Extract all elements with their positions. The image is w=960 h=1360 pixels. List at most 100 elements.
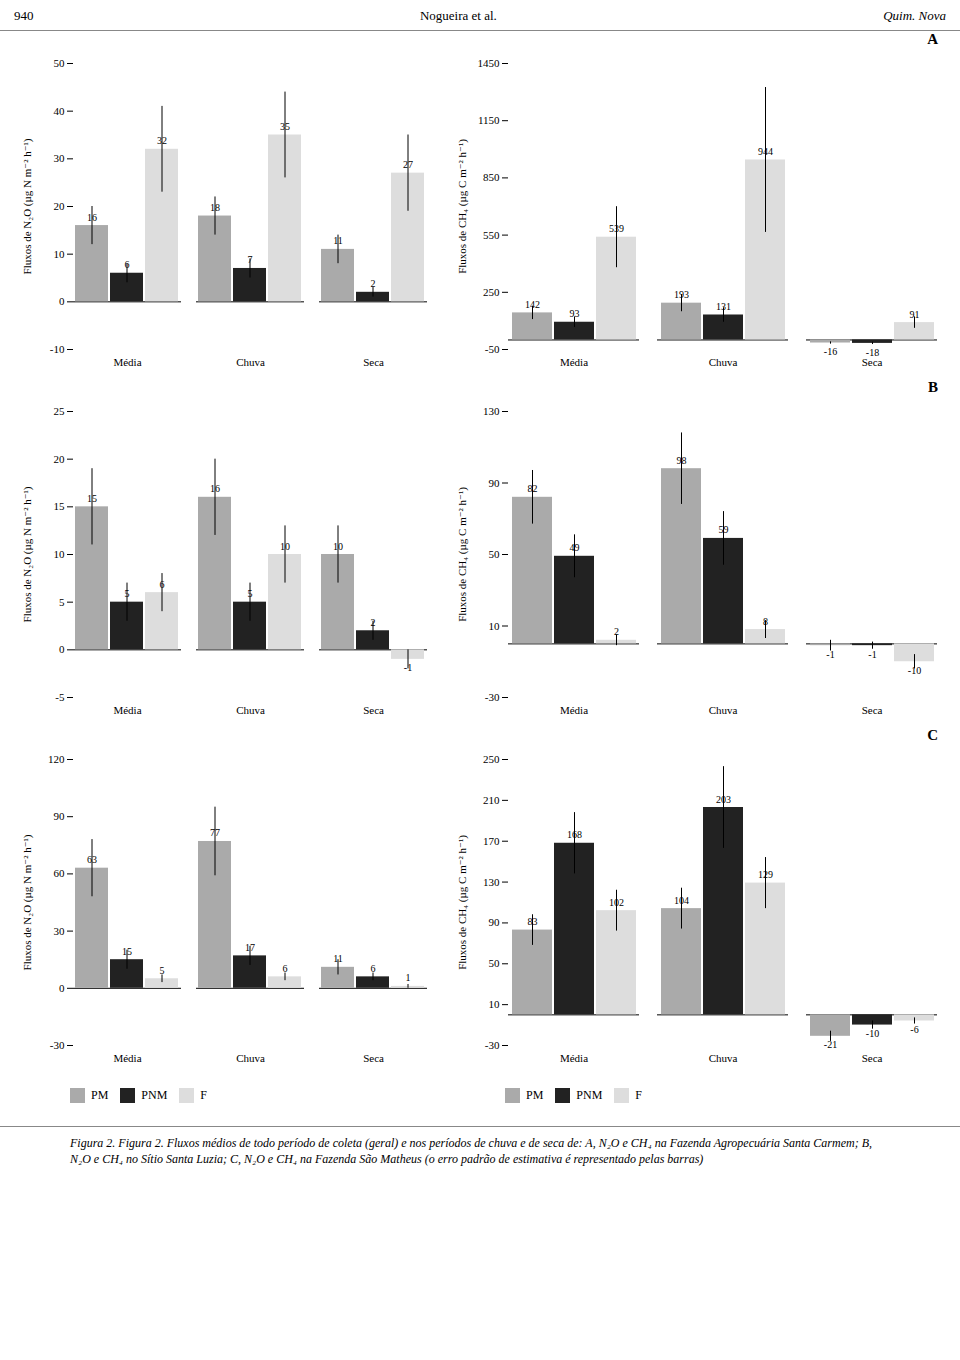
svg-text:83: 83 — [528, 916, 538, 927]
svg-text:170: 170 — [483, 835, 500, 847]
svg-text:Fluxos de N₂O (µg N m⁻² h⁻¹): Fluxos de N₂O (µg N m⁻² h⁻¹) — [21, 138, 34, 274]
svg-text:10: 10 — [489, 998, 501, 1010]
svg-text:16: 16 — [87, 212, 97, 223]
svg-text:10: 10 — [54, 548, 66, 560]
svg-text:Seca: Seca — [862, 704, 883, 716]
svg-text:130: 130 — [483, 405, 500, 417]
svg-text:0: 0 — [59, 295, 65, 307]
svg-text:50: 50 — [54, 57, 66, 69]
svg-text:2: 2 — [371, 617, 376, 628]
svg-text:-16: -16 — [824, 346, 837, 357]
svg-text:Seca: Seca — [363, 356, 384, 368]
svg-text:27: 27 — [403, 159, 413, 170]
svg-text:15: 15 — [122, 946, 132, 957]
svg-text:10: 10 — [333, 541, 343, 552]
svg-text:Seca: Seca — [363, 1052, 384, 1064]
svg-text:944: 944 — [758, 146, 773, 157]
svg-text:Fluxos de CH₄ (µg C m⁻² h⁻¹): Fluxos de CH₄ (µg C m⁻² h⁻¹) — [456, 139, 469, 274]
svg-text:Chuva: Chuva — [236, 1052, 265, 1064]
svg-text:250: 250 — [483, 753, 500, 765]
svg-text:59: 59 — [719, 524, 729, 535]
svg-text:5: 5 — [160, 965, 165, 976]
svg-text:Fluxos de N₂O (µg N m⁻² h⁻¹): Fluxos de N₂O (µg N m⁻² h⁻¹) — [21, 486, 34, 622]
svg-text:30: 30 — [54, 152, 66, 164]
svg-text:Média: Média — [560, 356, 588, 368]
svg-text:-10: -10 — [50, 343, 65, 355]
svg-text:129: 129 — [758, 869, 773, 880]
svg-text:131: 131 — [716, 301, 731, 312]
svg-text:93: 93 — [570, 308, 580, 319]
svg-text:15: 15 — [54, 500, 66, 512]
svg-text:130: 130 — [483, 876, 500, 888]
svg-text:210: 210 — [483, 794, 500, 806]
svg-text:120: 120 — [48, 753, 65, 765]
svg-text:5: 5 — [248, 588, 253, 599]
svg-text:10: 10 — [280, 541, 290, 552]
svg-text:Chuva: Chuva — [709, 356, 738, 368]
svg-text:Chuva: Chuva — [709, 1052, 738, 1064]
svg-text:-1: -1 — [868, 649, 876, 660]
svg-text:50: 50 — [489, 548, 501, 560]
svg-text:77: 77 — [210, 827, 220, 838]
svg-text:8: 8 — [763, 616, 768, 627]
svg-text:-30: -30 — [485, 1039, 500, 1051]
svg-text:90: 90 — [54, 810, 66, 822]
svg-text:-18: -18 — [866, 346, 879, 357]
svg-text:5: 5 — [59, 596, 65, 608]
svg-text:0: 0 — [59, 982, 65, 994]
svg-text:90: 90 — [489, 916, 501, 928]
svg-text:193: 193 — [674, 289, 689, 300]
svg-text:60: 60 — [54, 867, 66, 879]
svg-text:-10: -10 — [866, 1028, 879, 1039]
svg-text:10: 10 — [54, 248, 66, 260]
svg-text:6: 6 — [371, 963, 376, 974]
svg-text:203: 203 — [716, 794, 731, 805]
svg-text:11: 11 — [333, 235, 343, 246]
svg-text:20: 20 — [54, 200, 66, 212]
svg-text:1450: 1450 — [478, 57, 501, 69]
svg-text:49: 49 — [570, 542, 580, 553]
svg-text:2: 2 — [371, 278, 376, 289]
svg-text:Média: Média — [560, 1052, 588, 1064]
svg-text:550: 550 — [483, 229, 500, 241]
svg-text:50: 50 — [489, 957, 501, 969]
svg-text:20: 20 — [54, 453, 66, 465]
svg-text:-30: -30 — [485, 691, 500, 703]
svg-text:91: 91 — [910, 309, 920, 320]
svg-text:Média: Média — [560, 704, 588, 716]
svg-text:142: 142 — [525, 299, 540, 310]
svg-text:-1: -1 — [826, 649, 834, 660]
svg-text:2: 2 — [614, 626, 619, 637]
svg-text:Chuva: Chuva — [236, 704, 265, 716]
svg-text:102: 102 — [609, 897, 624, 908]
svg-text:539: 539 — [609, 223, 624, 234]
svg-text:63: 63 — [87, 854, 97, 865]
svg-text:Fluxos de CH₄ (µg C m⁻² h⁻¹): Fluxos de CH₄ (µg C m⁻² h⁻¹) — [456, 487, 469, 622]
svg-text:40: 40 — [54, 105, 66, 117]
svg-text:32: 32 — [157, 135, 167, 146]
svg-text:Seca: Seca — [862, 356, 883, 368]
svg-text:Chuva: Chuva — [709, 704, 738, 716]
svg-text:Média: Média — [113, 356, 141, 368]
svg-text:15: 15 — [87, 493, 97, 504]
svg-text:-50: -50 — [485, 343, 500, 355]
svg-text:7: 7 — [248, 254, 253, 265]
svg-text:104: 104 — [674, 895, 689, 906]
svg-text:35: 35 — [280, 121, 290, 132]
svg-text:-21: -21 — [824, 1039, 837, 1050]
svg-text:18: 18 — [210, 202, 220, 213]
svg-text:98: 98 — [677, 455, 687, 466]
svg-text:5: 5 — [125, 588, 130, 599]
svg-text:-30: -30 — [50, 1039, 65, 1051]
svg-text:250: 250 — [483, 286, 500, 298]
svg-text:Média: Média — [113, 1052, 141, 1064]
svg-text:82: 82 — [528, 483, 538, 494]
svg-text:Fluxos de CH₄ (µg C m⁻² h⁻¹): Fluxos de CH₄ (µg C m⁻² h⁻¹) — [456, 835, 469, 970]
svg-text:10: 10 — [489, 620, 501, 632]
svg-text:17: 17 — [245, 942, 255, 953]
svg-text:Chuva: Chuva — [236, 356, 265, 368]
svg-text:168: 168 — [567, 829, 582, 840]
svg-text:850: 850 — [483, 171, 500, 183]
svg-text:6: 6 — [160, 579, 165, 590]
svg-text:-1: -1 — [404, 662, 412, 673]
